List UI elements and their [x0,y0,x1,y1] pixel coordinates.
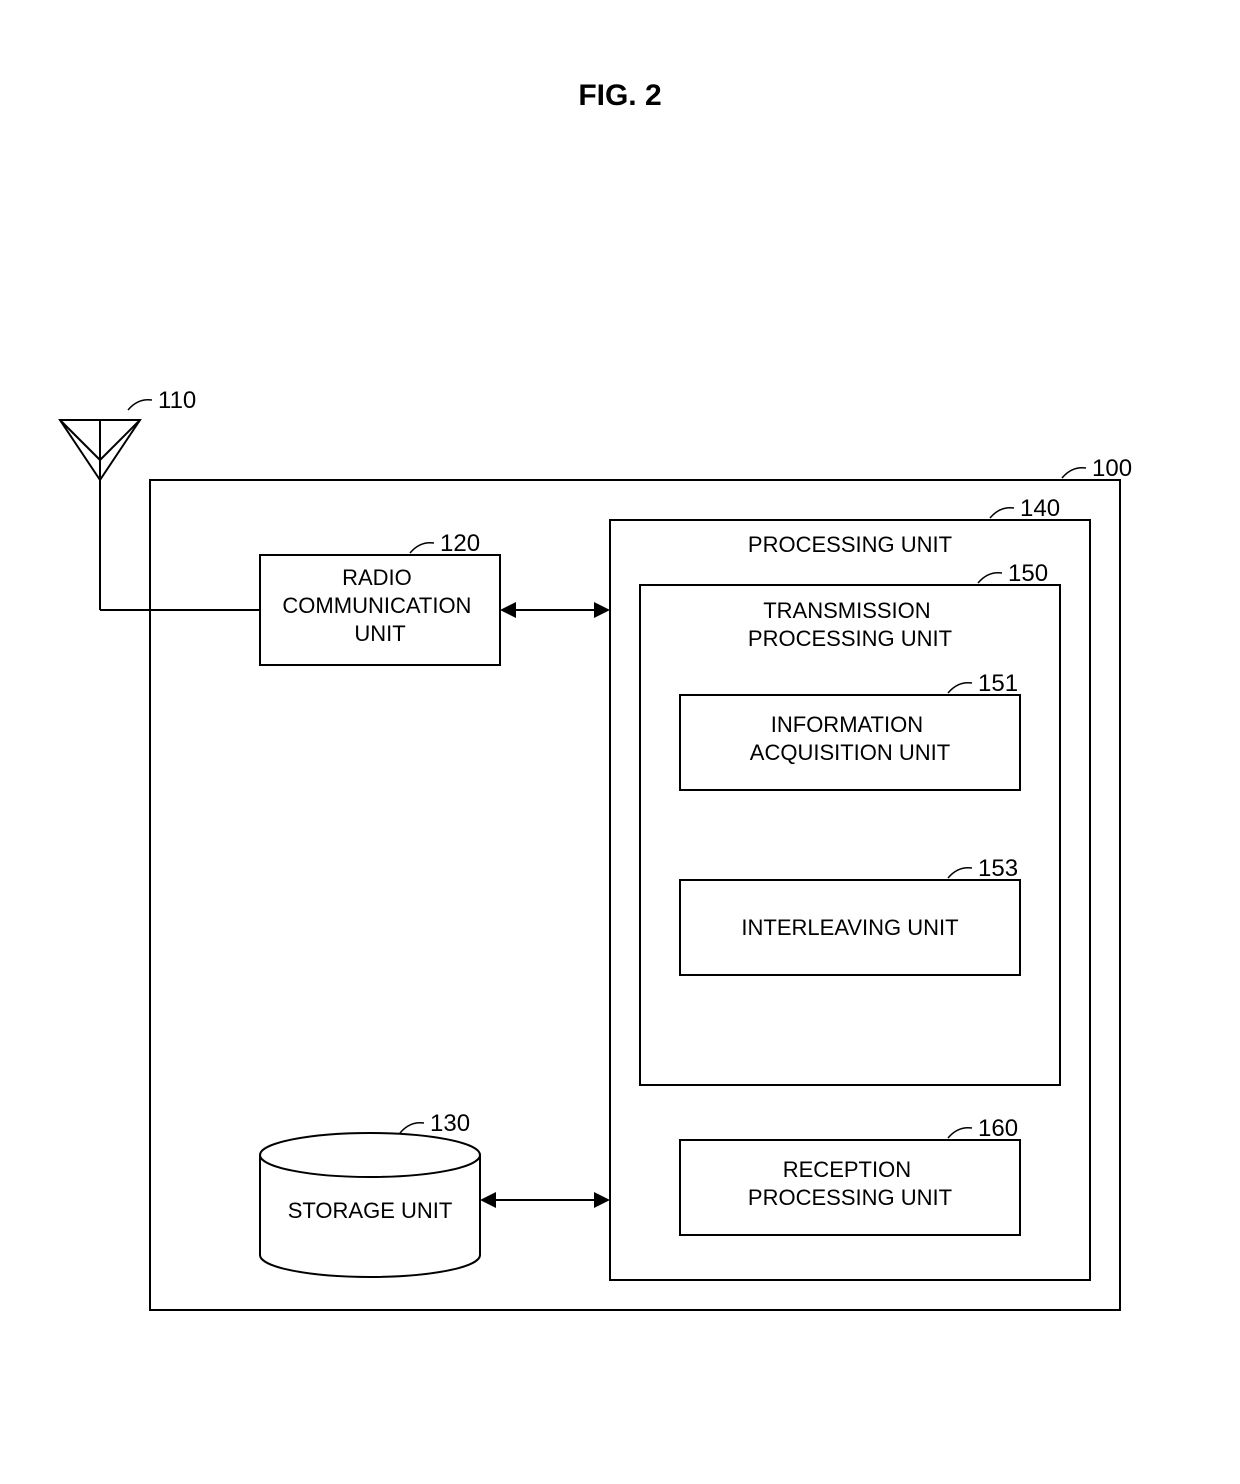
storage-label: STORAGE UNIT [288,1198,453,1223]
ref-radio: 120 [440,530,480,557]
leader-100 [1062,468,1086,478]
ref-info: 151 [978,670,1018,697]
ref-processing: 140 [1020,495,1060,522]
leader-160 [948,1128,972,1138]
radio-label: RADIO COMMUNICATION UNIT [282,565,477,646]
processing-label: PROCESSING UNIT [748,532,952,557]
figure-title: FIG. 2 [578,79,661,112]
conn-storage-processing [480,1192,610,1208]
ref-reception: 160 [978,1115,1018,1142]
conn-radio-processing [500,602,610,618]
ref-storage: 130 [430,1110,470,1137]
antenna-icon [60,420,140,610]
reception-label: RECEPTION PROCESSING UNIT [748,1157,952,1210]
ref-transmission: 150 [1008,560,1048,587]
ref-interleave: 153 [978,855,1018,882]
info-label: INFORMATION ACQUISITION UNIT [750,712,950,765]
leader-110 [128,400,152,410]
leader-130 [400,1123,424,1133]
interleave-label: INTERLEAVING UNIT [741,915,958,940]
transmission-label: TRANSMISSION PROCESSING UNIT [748,598,952,651]
leader-140 [990,508,1014,518]
ref-antenna: 110 [158,387,196,414]
leader-153 [948,868,972,878]
leader-151 [948,683,972,693]
transmission-box [640,585,1060,1085]
leader-120 [410,543,434,553]
leader-150 [978,573,1002,583]
ref-main: 100 [1092,455,1132,482]
